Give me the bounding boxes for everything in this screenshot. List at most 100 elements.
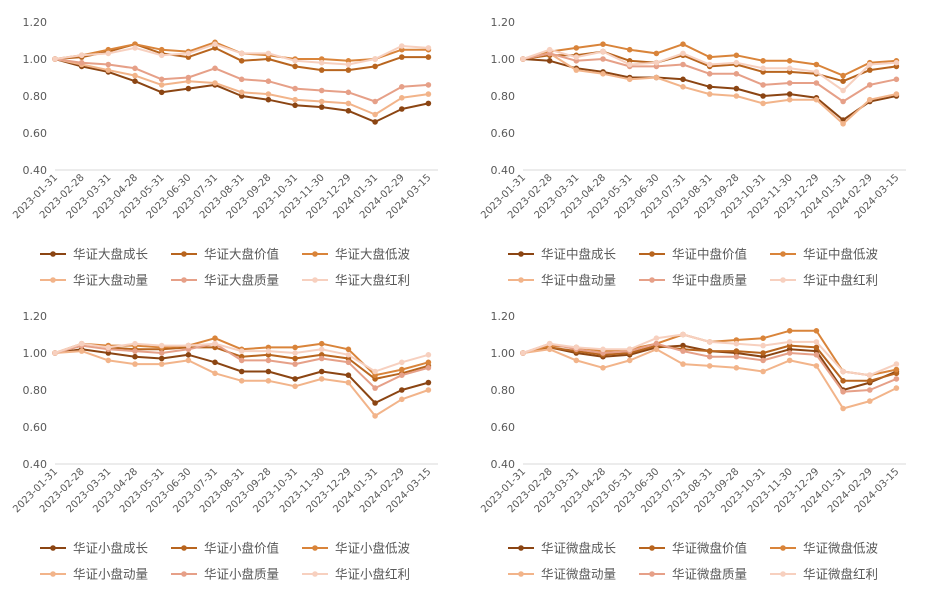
data-point <box>425 91 432 97</box>
data-point <box>399 95 405 101</box>
legend-label: 华证中盘动量 <box>541 273 616 288</box>
data-point <box>292 350 298 356</box>
data-point <box>733 59 740 66</box>
data-point <box>520 56 526 62</box>
data-point <box>653 340 660 347</box>
y-tick-label: 1.20 <box>491 16 516 29</box>
data-point <box>158 82 165 88</box>
legend-swatch-marker <box>312 277 318 283</box>
data-point <box>52 56 58 62</box>
legend-label: 华证大盘成长 <box>73 247 149 262</box>
data-point <box>238 348 245 354</box>
legend-label: 华证微盘成长 <box>541 541 617 556</box>
data-point <box>399 54 405 60</box>
data-point <box>760 100 766 107</box>
data-point <box>680 348 686 354</box>
legend-item-5: 华证小盘质量 <box>171 567 279 582</box>
data-point <box>265 378 272 384</box>
data-point <box>105 50 112 57</box>
data-point <box>212 65 218 72</box>
y-tick-label: 0.80 <box>491 90 516 103</box>
data-point <box>733 93 740 99</box>
data-point <box>867 96 873 103</box>
data-point <box>706 84 713 90</box>
data-point <box>626 346 633 353</box>
legend-item-6: 华证中盘红利 <box>770 273 878 288</box>
legend-swatch-marker <box>649 251 655 257</box>
data-point <box>893 376 900 382</box>
data-point <box>372 56 378 62</box>
data-point <box>318 376 325 382</box>
data-point <box>600 346 606 353</box>
data-point <box>733 365 740 371</box>
data-point <box>158 46 165 53</box>
legend-label: 华证小盘价值 <box>204 541 279 556</box>
data-point <box>893 385 900 391</box>
data-point <box>813 352 820 358</box>
data-point <box>840 72 846 79</box>
data-point <box>292 361 298 367</box>
data-point <box>893 366 900 373</box>
data-point <box>600 48 606 55</box>
data-point <box>158 361 165 367</box>
data-point <box>399 396 405 403</box>
data-point <box>680 331 686 338</box>
data-point <box>238 76 245 83</box>
data-point <box>573 357 580 364</box>
data-point <box>212 41 218 47</box>
data-point <box>158 342 165 349</box>
data-point <box>573 45 580 51</box>
data-point <box>733 340 740 347</box>
y-tick-label: 1.00 <box>23 53 48 66</box>
data-point <box>132 361 138 367</box>
data-point <box>840 378 846 384</box>
data-point <box>78 59 85 66</box>
data-point <box>840 121 846 127</box>
data-point <box>760 65 766 72</box>
y-tick-label: 1.00 <box>23 347 48 360</box>
data-point <box>318 87 325 94</box>
y-tick-label: 0.80 <box>23 384 48 397</box>
legend-swatch-marker <box>50 545 56 551</box>
data-point <box>813 61 820 68</box>
chart-panel-1: 0.400.600.801.001.202023-01-312023-02-28… <box>11 16 438 288</box>
data-point <box>399 366 405 373</box>
data-point <box>105 67 112 73</box>
data-point <box>867 387 873 393</box>
data-point <box>345 67 352 73</box>
chart-panel-3: 0.400.600.801.001.202023-01-312023-02-28… <box>11 310 438 582</box>
data-point <box>78 52 85 59</box>
legend-swatch-marker <box>181 571 187 577</box>
data-point <box>626 357 633 364</box>
data-point <box>212 335 218 341</box>
data-point <box>105 357 112 364</box>
data-point <box>372 119 378 125</box>
data-point <box>626 61 633 68</box>
data-point <box>345 359 352 366</box>
legend-item-3: 华证大盘低波 <box>302 247 411 262</box>
legend-label: 华证大盘质量 <box>204 273 279 288</box>
data-point <box>399 84 405 90</box>
data-point <box>292 383 298 390</box>
legend-item-5: 华证微盘质量 <box>639 567 747 582</box>
data-point <box>867 398 873 404</box>
data-point <box>265 96 272 103</box>
data-point <box>185 74 192 81</box>
data-point <box>786 91 793 97</box>
data-point <box>573 67 580 73</box>
legend-label: 华证微盘动量 <box>541 567 616 582</box>
legend-item-6: 华证大盘红利 <box>302 273 410 288</box>
data-point <box>600 41 606 47</box>
legend-item-4: 华证大盘动量 <box>40 273 148 288</box>
data-point <box>318 346 325 353</box>
y-tick-label: 1.00 <box>491 53 516 66</box>
legend-item-3: 华证微盘低波 <box>770 541 879 556</box>
data-point <box>292 63 298 70</box>
data-point <box>372 98 378 105</box>
data-point <box>546 340 553 347</box>
legend-item-1: 华证小盘成长 <box>40 541 149 556</box>
legend-label: 华证大盘动量 <box>73 273 148 288</box>
legend-item-6: 华证微盘红利 <box>770 567 878 582</box>
data-point <box>733 85 740 92</box>
